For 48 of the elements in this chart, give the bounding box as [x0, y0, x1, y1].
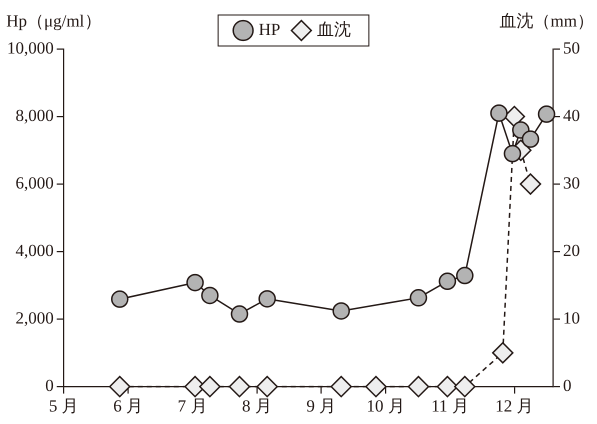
x-tick-label: 9 月	[306, 396, 336, 416]
y-tick-label: 0	[45, 376, 54, 396]
x-tick-label: 7 月	[178, 396, 208, 416]
y2-tick-label: 10	[563, 308, 580, 328]
point	[201, 286, 219, 304]
x-tick-label: 11 月	[431, 396, 469, 416]
point	[522, 130, 540, 148]
y-tick-label: 8,000	[16, 106, 54, 125]
y-tick-label: 2,000	[16, 308, 54, 328]
x-tick-label: 6 月	[113, 396, 143, 416]
point	[456, 266, 474, 284]
point	[454, 376, 476, 398]
y-axis-title: Hp（μg/ml）	[6, 11, 102, 30]
y2-axis-title: 血沈（mm）	[500, 11, 594, 30]
y2-tick-label: 40	[563, 106, 580, 125]
point	[365, 376, 387, 398]
point	[408, 376, 430, 398]
point	[538, 105, 556, 123]
point	[111, 290, 129, 308]
point	[256, 376, 278, 398]
point	[410, 289, 428, 307]
x-tick-label: 5 月	[48, 396, 79, 416]
point	[186, 274, 204, 292]
point	[228, 376, 250, 398]
x-tick-label: 12 月	[495, 396, 534, 416]
y-tick-label: 6,000	[16, 174, 54, 193]
point	[436, 376, 458, 398]
y-tick-label: 4,000	[16, 241, 54, 260]
point	[258, 290, 276, 308]
point	[332, 302, 350, 320]
legend-label: HP	[258, 20, 280, 39]
point	[330, 376, 352, 398]
x-tick-label: 8 月	[242, 396, 272, 416]
y2-tick-label: 0	[563, 376, 572, 396]
point	[199, 376, 221, 398]
point	[520, 173, 542, 195]
point	[490, 104, 508, 122]
y2-tick-label: 30	[563, 174, 580, 193]
point	[230, 305, 248, 323]
y2-tick-label: 20	[563, 241, 580, 260]
x-tick-label: 10 月	[366, 396, 405, 416]
legend-label: 血沈	[316, 20, 351, 39]
point	[438, 272, 456, 290]
point	[492, 342, 514, 364]
y-tick-label: 10,000	[7, 38, 54, 58]
point	[504, 144, 522, 162]
y2-tick-label: 50	[563, 38, 580, 58]
point	[109, 376, 131, 398]
